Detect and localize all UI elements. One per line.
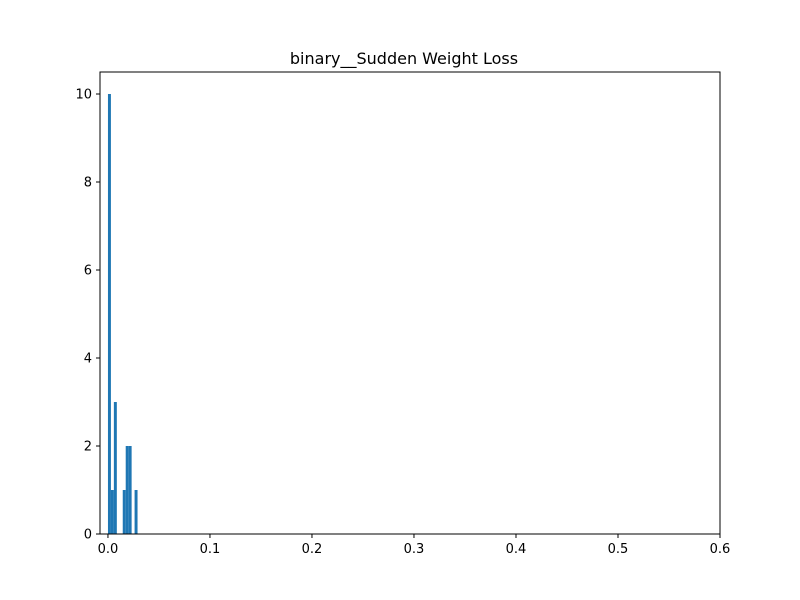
- x-tick-label: 0.1: [200, 542, 221, 557]
- x-axis: 0.0 0.1 0.2 0.3 0.4 0.5 0.6: [98, 534, 731, 557]
- x-tick-label: 0.3: [404, 542, 425, 557]
- y-axis: 0 2 4 6 8 10: [75, 88, 100, 543]
- histogram-bar: [113, 402, 117, 534]
- y-tick-label: 8: [84, 176, 92, 191]
- histogram-bar: [122, 490, 126, 534]
- y-tick-label: 2: [84, 440, 92, 455]
- histogram-bar: [110, 490, 114, 534]
- y-tick-label: 10: [75, 88, 92, 103]
- y-tick-label: 0: [84, 528, 92, 543]
- x-tick-label: 0.5: [608, 542, 629, 557]
- y-tick-label: 4: [84, 352, 92, 367]
- histogram-bar: [125, 446, 129, 534]
- plot-area-frame: [99, 71, 721, 535]
- chart-title: binary__Sudden Weight Loss: [290, 49, 518, 69]
- bars-group: [107, 94, 138, 534]
- x-tick-label: 0.2: [302, 542, 323, 557]
- histogram-bar: [128, 446, 132, 534]
- x-tick-label: 0.0: [98, 542, 119, 557]
- x-tick-label: 0.6: [710, 542, 731, 557]
- x-tick-label: 0.4: [506, 542, 527, 557]
- histogram-bar: [134, 490, 138, 534]
- y-tick-label: 6: [84, 264, 92, 279]
- histogram-bar: [107, 94, 111, 534]
